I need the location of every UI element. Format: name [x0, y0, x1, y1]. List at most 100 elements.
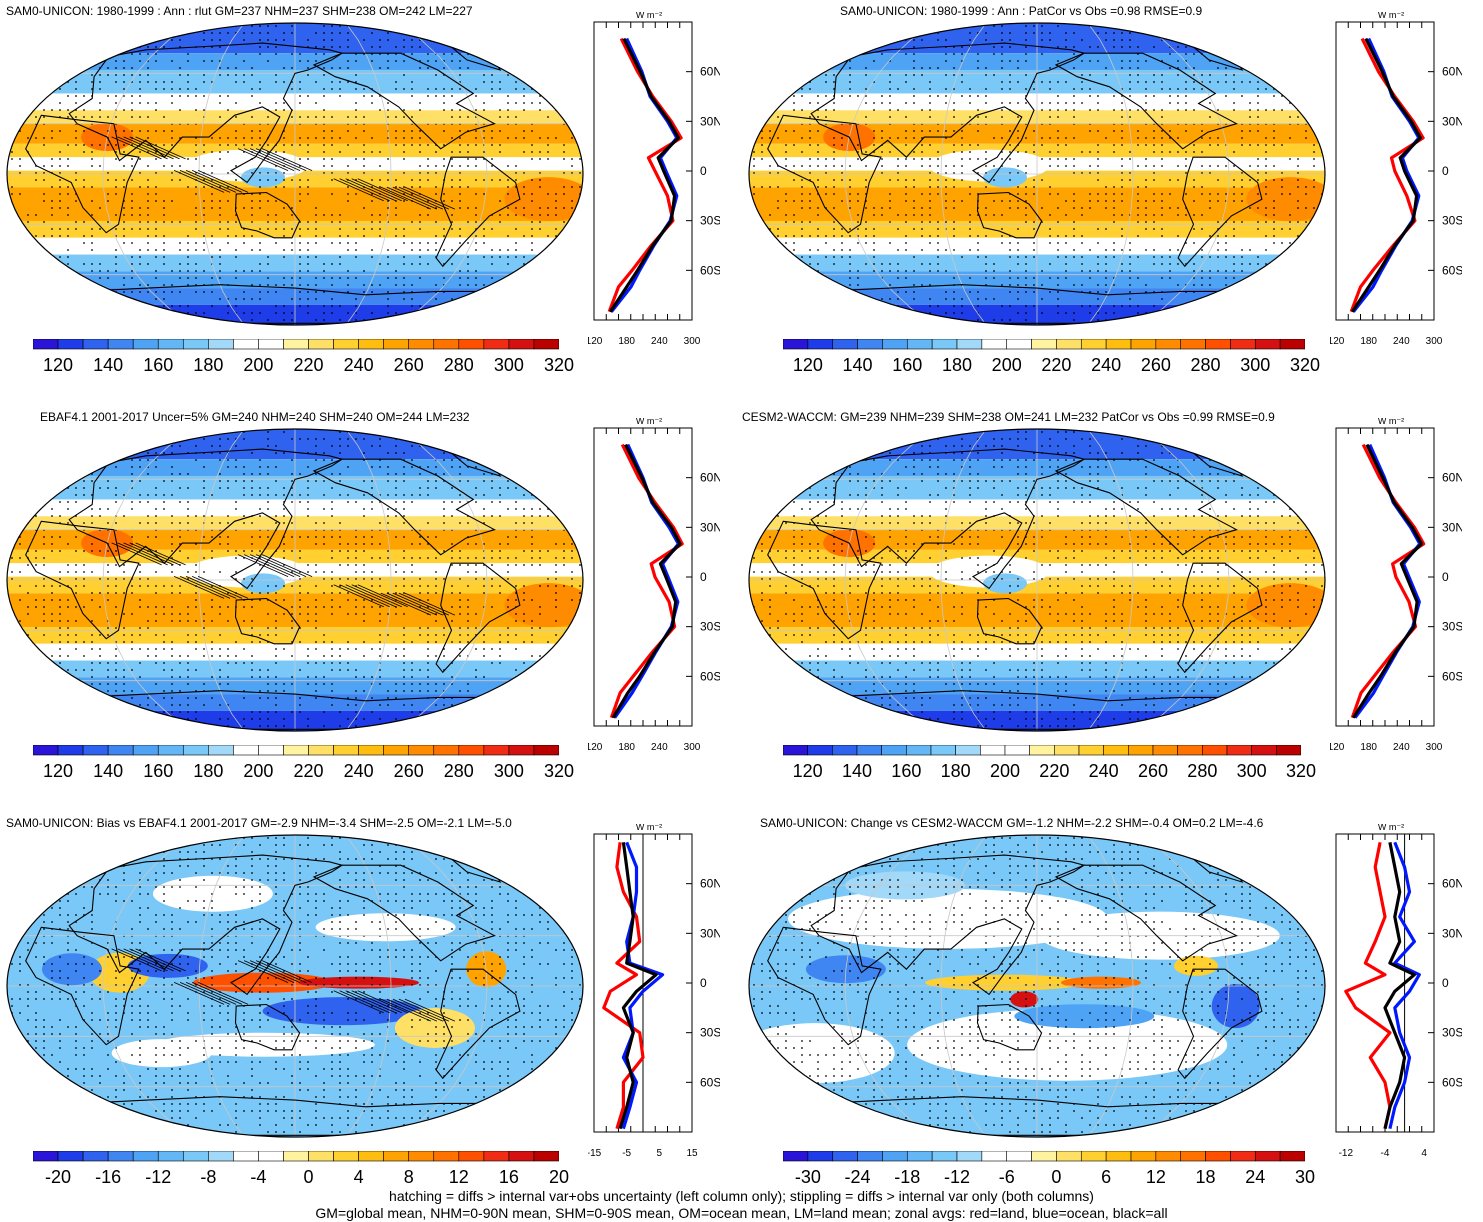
colorbar-swatch	[1131, 1151, 1156, 1161]
zonal-lat-label: 30N	[700, 926, 720, 940]
colorbar-label: 180	[193, 355, 223, 376]
colorbar-swatch	[233, 745, 258, 755]
colorbar-swatch	[484, 339, 509, 349]
colorbar-swatch	[334, 1151, 359, 1161]
zonal-x-label: 120	[588, 742, 603, 753]
colorbar-label: 160	[891, 761, 921, 782]
panel-title: CESM2-WACCM: GM=239 NHM=239 SHM=238 OM=2…	[742, 410, 1275, 424]
colorbar-swatch	[783, 339, 808, 349]
zonal-x-label: 300	[684, 336, 701, 347]
zonal-unit-label: W m⁻²	[636, 12, 662, 20]
colorbar-swatch	[980, 745, 1005, 755]
colorbar-swatch	[957, 339, 982, 349]
panel-sam0-unicon-bias: SAM0-UNICON: Bias vs EBAF4.1 2001-2017 G…	[0, 812, 741, 1217]
colorbar-swatch	[1081, 1151, 1106, 1161]
colorbar-swatch	[1007, 1151, 1032, 1161]
colorbar-swatch	[83, 745, 108, 755]
panel-cesm2-waccm: CESM2-WACCM: GM=239 NHM=239 SHM=238 OM=2…	[742, 406, 1483, 811]
colorbar-label: 200	[990, 761, 1020, 782]
colorbar-swatch	[58, 745, 83, 755]
colorbar-swatch	[309, 745, 334, 755]
colorbar-swatch	[1252, 745, 1277, 755]
colorbar-swatch	[133, 1151, 158, 1161]
colorbar-swatch	[58, 339, 83, 349]
zonal-x-label: 300	[1426, 742, 1443, 753]
colorbar-swatch	[233, 339, 258, 349]
colorbar-swatch	[384, 745, 409, 755]
colorbar	[783, 1151, 1305, 1163]
colorbar-swatch	[1128, 745, 1153, 755]
colorbar-label: 220	[293, 761, 323, 782]
colorbar-swatch	[1104, 745, 1129, 755]
colorbar-swatch	[434, 339, 459, 349]
colorbar-label: 8	[404, 1167, 414, 1188]
zonal-lat-label: 30S	[700, 214, 720, 228]
zonal-x-label: 120	[588, 336, 603, 347]
colorbar-label: 240	[344, 355, 374, 376]
colorbar-swatch	[931, 745, 956, 755]
colorbar-swatch	[484, 1151, 509, 1161]
zonal-x-label: 300	[1426, 336, 1443, 347]
colorbar-swatch	[183, 1151, 208, 1161]
map-plot	[746, 832, 1328, 1140]
map-plot	[746, 426, 1328, 734]
colorbar-swatch	[1156, 339, 1181, 349]
colorbar-label: -16	[95, 1167, 121, 1188]
colorbar-label: 140	[93, 761, 123, 782]
colorbar-swatch	[1276, 745, 1301, 755]
colorbar-label: 180	[193, 761, 223, 782]
colorbar-label: 300	[1237, 761, 1267, 782]
zonal-x-label: -12	[1339, 1148, 1354, 1159]
colorbar-swatch	[158, 1151, 183, 1161]
colorbar-swatch	[833, 339, 858, 349]
zonal-x-label: 120	[1330, 336, 1345, 347]
colorbar-label: 300	[494, 355, 524, 376]
colorbar-label: 120	[43, 355, 73, 376]
panel-sam0-unicon-change: SAM0-UNICON: Change vs CESM2-WACCM GM=-1…	[742, 812, 1483, 1217]
map-field	[4, 429, 586, 734]
map-field	[4, 23, 586, 328]
map-plot	[746, 20, 1328, 328]
colorbar-swatch	[208, 1151, 233, 1161]
map-field	[746, 429, 1328, 734]
colorbar-swatch	[509, 1151, 534, 1161]
footer-legend: hatching = diffs > internal var+obs unce…	[0, 1188, 1483, 1222]
zonal-lat-label: 60N	[1442, 877, 1462, 891]
zonal-frame	[594, 22, 692, 320]
colorbar-swatch	[459, 745, 484, 755]
colorbar-swatch	[882, 745, 907, 755]
zonal-lat-label: 30S	[1442, 620, 1462, 634]
zonal-line-all	[1385, 842, 1414, 1128]
colorbar-swatch	[1079, 745, 1104, 755]
colorbar-swatch	[409, 1151, 434, 1161]
colorbar-label: -6	[999, 1167, 1015, 1188]
colorbar-swatch	[258, 339, 283, 349]
colorbar-swatch	[906, 745, 931, 755]
colorbar-label: 220	[1039, 761, 1069, 782]
zonal-lat-label: 30S	[1442, 1026, 1462, 1040]
colorbar-swatch	[1230, 339, 1255, 349]
map-field	[746, 832, 1328, 1140]
colorbar-label: 320	[544, 761, 574, 782]
colorbar-label: 260	[1141, 355, 1171, 376]
zonal-lat-label: 60N	[700, 877, 720, 891]
colorbar-swatch	[484, 745, 509, 755]
colorbar-swatch	[409, 745, 434, 755]
zonal-lat-label: 60S	[1442, 669, 1462, 683]
colorbar-swatch	[534, 745, 559, 755]
zonal-x-label: 4	[1421, 1148, 1427, 1159]
zonal-frame	[1336, 22, 1434, 320]
colorbar-swatch	[1181, 1151, 1206, 1161]
colorbar-swatch	[858, 339, 883, 349]
colorbar-label: 240	[1091, 355, 1121, 376]
zonal-x-label: 240	[1393, 336, 1410, 347]
colorbar-swatch	[957, 1151, 982, 1161]
colorbar-swatch	[258, 1151, 283, 1161]
colorbar-label: 220	[1041, 355, 1071, 376]
colorbar-label: 120	[793, 761, 823, 782]
colorbar-swatch	[783, 745, 808, 755]
colorbar-swatch	[58, 1151, 83, 1161]
